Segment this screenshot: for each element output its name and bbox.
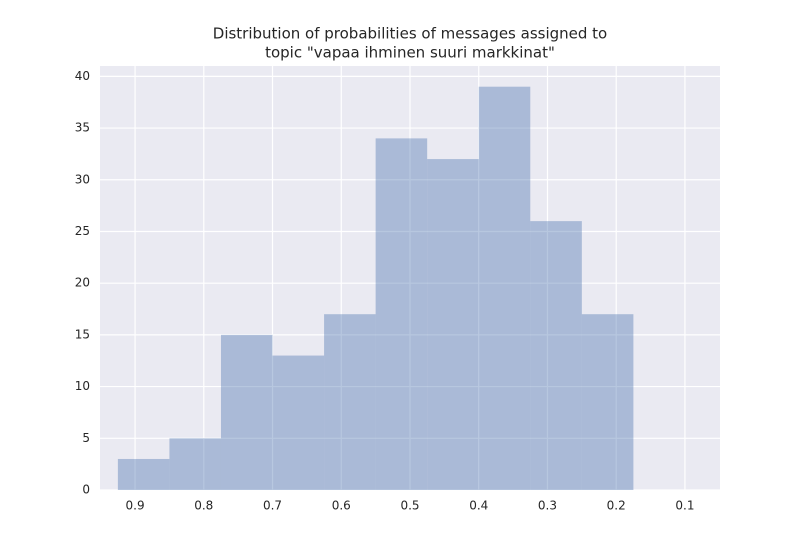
x-tick-label: 0.6 bbox=[332, 499, 351, 513]
x-tick-label: 0.3 bbox=[538, 499, 557, 513]
bar bbox=[427, 159, 479, 490]
x-tick-label: 0.7 bbox=[263, 499, 282, 513]
x-tick-label: 0.4 bbox=[469, 499, 488, 513]
x-tick-label: 0.1 bbox=[675, 499, 694, 513]
bar bbox=[272, 355, 325, 490]
y-tick-label: 35 bbox=[75, 121, 90, 135]
x-tick-label: 0.5 bbox=[400, 499, 419, 513]
bar bbox=[324, 314, 376, 490]
bar bbox=[220, 334, 273, 490]
y-tick-label: 20 bbox=[75, 276, 90, 290]
y-tick-label: 40 bbox=[75, 69, 90, 83]
bar bbox=[117, 458, 170, 490]
bar bbox=[375, 138, 428, 490]
y-tick-label: 30 bbox=[75, 172, 90, 186]
x-tick-label: 0.8 bbox=[194, 499, 213, 513]
bar bbox=[478, 86, 531, 491]
bar bbox=[581, 314, 634, 490]
y-tick-label: 0 bbox=[82, 483, 90, 497]
y-tick-label: 25 bbox=[75, 224, 90, 238]
chart-title: topic "vapaa ihminen suuri markkinat" bbox=[265, 44, 555, 62]
bar bbox=[530, 221, 582, 490]
x-tick-label: 0.9 bbox=[126, 499, 145, 513]
x-tick-label: 0.2 bbox=[607, 499, 626, 513]
y-tick-label: 15 bbox=[75, 327, 90, 341]
y-tick-label: 5 bbox=[82, 431, 90, 445]
chart-title: Distribution of probabilities of message… bbox=[213, 25, 607, 43]
bar bbox=[169, 438, 221, 490]
y-tick-label: 10 bbox=[75, 379, 90, 393]
